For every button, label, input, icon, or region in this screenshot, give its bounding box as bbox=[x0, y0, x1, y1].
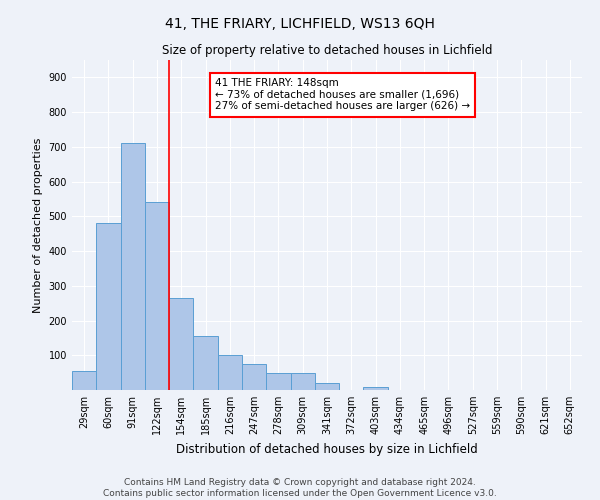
Text: Contains HM Land Registry data © Crown copyright and database right 2024.
Contai: Contains HM Land Registry data © Crown c… bbox=[103, 478, 497, 498]
Y-axis label: Number of detached properties: Number of detached properties bbox=[33, 138, 43, 312]
Bar bbox=[72, 371, 96, 390]
Bar bbox=[96, 224, 121, 390]
X-axis label: Distribution of detached houses by size in Lichfield: Distribution of detached houses by size … bbox=[176, 442, 478, 456]
Text: 41, THE FRIARY, LICHFIELD, WS13 6QH: 41, THE FRIARY, LICHFIELD, WS13 6QH bbox=[165, 18, 435, 32]
Bar bbox=[364, 386, 388, 390]
Bar bbox=[290, 372, 315, 390]
Bar bbox=[193, 336, 218, 390]
Text: 41 THE FRIARY: 148sqm
← 73% of detached houses are smaller (1,696)
27% of semi-d: 41 THE FRIARY: 148sqm ← 73% of detached … bbox=[215, 78, 470, 112]
Bar bbox=[169, 298, 193, 390]
Bar bbox=[145, 202, 169, 390]
Bar bbox=[121, 144, 145, 390]
Bar bbox=[242, 364, 266, 390]
Bar bbox=[266, 372, 290, 390]
Bar bbox=[315, 383, 339, 390]
Bar bbox=[218, 356, 242, 390]
Title: Size of property relative to detached houses in Lichfield: Size of property relative to detached ho… bbox=[162, 44, 492, 58]
